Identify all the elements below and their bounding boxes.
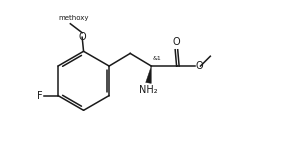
Text: O: O bbox=[195, 61, 203, 71]
Polygon shape bbox=[146, 66, 151, 83]
Text: F: F bbox=[37, 91, 43, 101]
Text: O: O bbox=[78, 32, 86, 42]
Text: O: O bbox=[173, 37, 180, 47]
Text: &1: &1 bbox=[153, 56, 162, 61]
Text: methoxy: methoxy bbox=[58, 15, 88, 21]
Text: NH₂: NH₂ bbox=[139, 85, 158, 95]
